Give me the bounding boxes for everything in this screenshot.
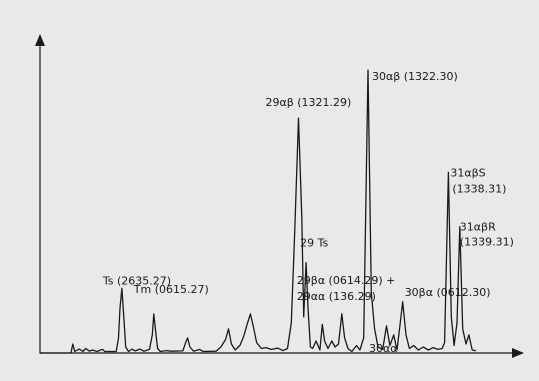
- y-axis-arrow: [35, 34, 45, 46]
- peak-label-7: 30αα: [369, 342, 398, 355]
- peak-label-11: 31αβR: [460, 221, 496, 234]
- axes: [35, 34, 524, 358]
- chromatogram-trace: [39, 69, 477, 354]
- peak-label-2: 29αβ (1321.29): [266, 96, 352, 109]
- peak-label-8: 30βα (0612.30): [405, 286, 491, 299]
- peak-label-12: (1339.31): [460, 236, 514, 249]
- peak-label-5: 29αα (136.29): [297, 290, 376, 303]
- peak-label-3: 29 Ts: [300, 237, 328, 250]
- peak-label-9: 31αβS: [450, 166, 485, 179]
- peak-label-1: Tm (0615.27): [133, 283, 209, 296]
- peak-label-6: 30αβ (1322.30): [372, 70, 458, 83]
- peak-labels: Ts (2635.27)Tm (0615.27) 29αβ (1321.29) 29…: [102, 70, 514, 355]
- peak-label-4: 29βα (0614.29) +: [297, 274, 396, 287]
- x-axis-arrow: [512, 348, 524, 358]
- peak-label-0: Ts (2635.27): [102, 274, 171, 287]
- peak-label-10: (1338.31): [452, 182, 506, 195]
- series-group: [39, 69, 477, 354]
